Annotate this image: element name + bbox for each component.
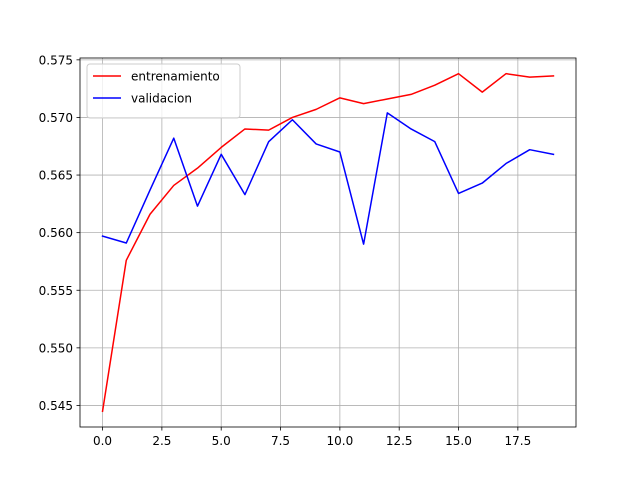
x-tick-label: 5.0: [212, 434, 231, 448]
x-tick-label: 0.0: [93, 434, 112, 448]
x-tick-label: 2.5: [152, 434, 171, 448]
y-tick-label: 0.550: [39, 341, 73, 355]
legend-label: validacion: [131, 92, 192, 106]
y-tick-label: 0.545: [39, 399, 73, 413]
legend: entrenamiento validacion: [86, 63, 241, 119]
x-tick-label: 10.0: [327, 434, 354, 448]
series-line-validacion: [101, 112, 555, 245]
x-tick-label: 7.5: [271, 434, 290, 448]
x-tick-label: 12.5: [386, 434, 413, 448]
y-tick-label: 0.565: [39, 169, 73, 183]
y-tick-label: 0.575: [39, 53, 73, 67]
x-tick-label: 17.5: [504, 434, 531, 448]
y-tick-label: 0.555: [39, 284, 73, 298]
x-tick-label: 15.0: [445, 434, 472, 448]
y-tick-label: 0.570: [39, 111, 73, 125]
axes-frame: [79, 57, 577, 428]
y-tick-label: 0.560: [39, 226, 73, 240]
grid: [80, 58, 576, 427]
axis-ticks: 0.0 2.5 5.0 7.5 10.0 12.5 15.0 17.5 0.545 0.550 0.…: [39, 53, 532, 448]
series-lines: [101, 72, 555, 413]
legend-label: entrenamiento: [131, 70, 220, 84]
legend-box: [86, 63, 241, 119]
series-line-entrenamiento: [101, 72, 555, 413]
